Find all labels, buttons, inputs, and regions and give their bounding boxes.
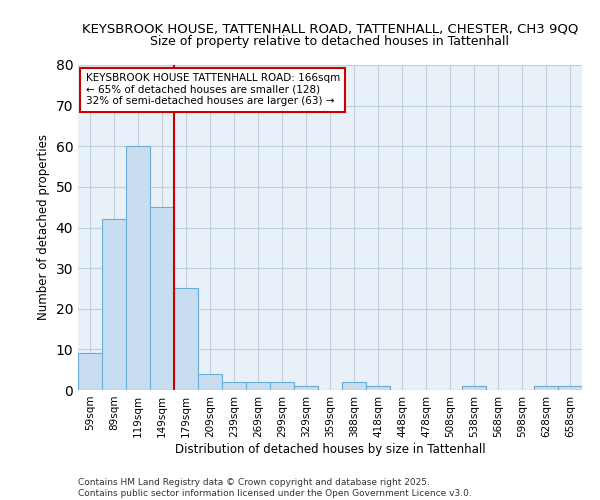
Bar — [342, 382, 366, 390]
Text: KEYSBROOK HOUSE TATTENHALL ROAD: 166sqm
← 65% of detached houses are smaller (12: KEYSBROOK HOUSE TATTENHALL ROAD: 166sqm … — [86, 73, 340, 106]
Bar — [366, 386, 390, 390]
Y-axis label: Number of detached properties: Number of detached properties — [37, 134, 50, 320]
Bar — [534, 386, 558, 390]
Text: KEYSBROOK HOUSE, TATTENHALL ROAD, TATTENHALL, CHESTER, CH3 9QQ: KEYSBROOK HOUSE, TATTENHALL ROAD, TATTEN… — [82, 22, 578, 36]
Text: Size of property relative to detached houses in Tattenhall: Size of property relative to detached ho… — [151, 35, 509, 48]
Text: Contains HM Land Registry data © Crown copyright and database right 2025.
Contai: Contains HM Land Registry data © Crown c… — [78, 478, 472, 498]
Bar — [558, 386, 582, 390]
Bar — [198, 374, 222, 390]
Bar — [174, 288, 198, 390]
Bar — [222, 382, 246, 390]
Bar — [246, 382, 270, 390]
X-axis label: Distribution of detached houses by size in Tattenhall: Distribution of detached houses by size … — [175, 442, 485, 456]
Bar — [78, 354, 102, 390]
Bar — [294, 386, 318, 390]
Bar — [126, 146, 150, 390]
Bar — [462, 386, 486, 390]
Bar — [270, 382, 294, 390]
Bar — [102, 220, 126, 390]
Bar — [150, 207, 174, 390]
